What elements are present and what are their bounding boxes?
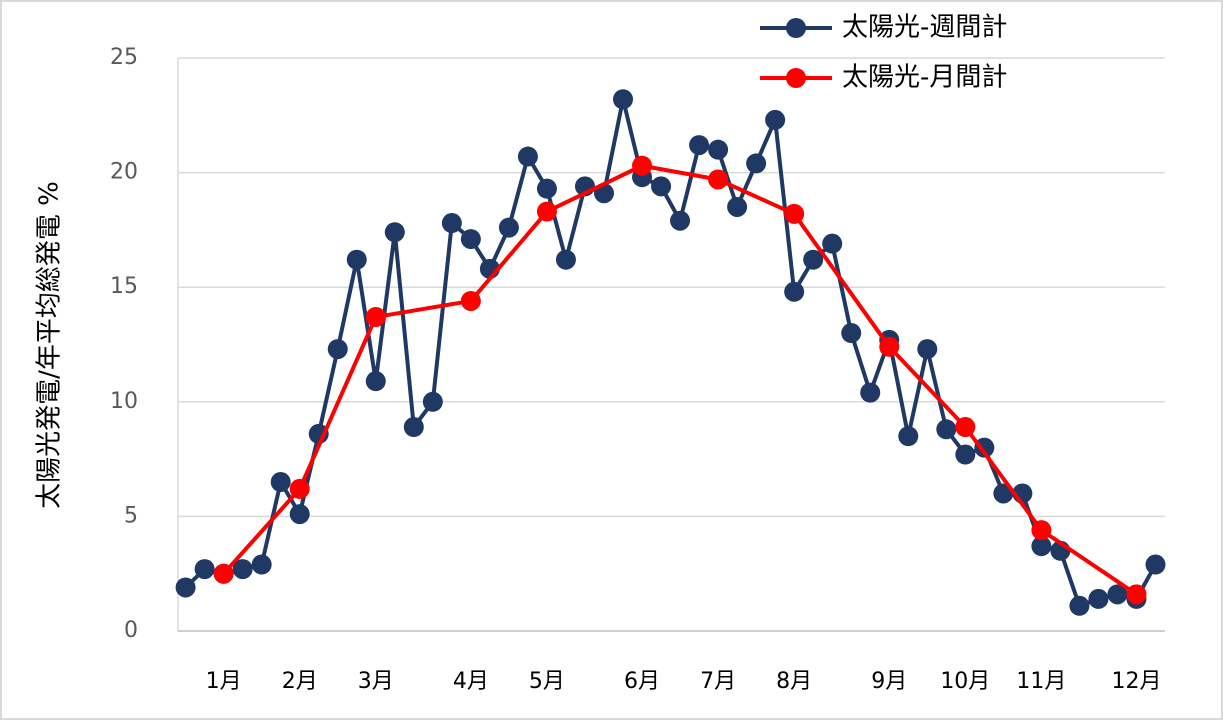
x-tick-label: 8月 — [776, 669, 812, 694]
series-line — [184, 97, 1158, 608]
x-tick-label: 7月 — [700, 669, 736, 694]
point — [251, 554, 272, 575]
point — [346, 249, 367, 270]
point — [632, 155, 653, 176]
point — [841, 323, 862, 344]
point — [536, 201, 557, 222]
x-tick-label: 5月 — [529, 669, 565, 694]
y-tick-label: 0 — [124, 618, 138, 643]
point — [1031, 520, 1052, 541]
point — [784, 203, 805, 224]
point — [232, 559, 253, 580]
point — [194, 559, 215, 580]
x-tick-label: 4月 — [453, 669, 489, 694]
point — [803, 249, 824, 270]
x-tick-label: 12月 — [1111, 669, 1161, 694]
point — [651, 176, 672, 197]
point — [555, 249, 576, 270]
x-tick-label: 1月 — [206, 669, 242, 694]
x-tick-label: 10月 — [940, 669, 990, 694]
y-tick-label: 5 — [124, 503, 138, 528]
y-tick-label: 20 — [110, 160, 138, 185]
point — [708, 139, 729, 160]
point — [860, 382, 881, 403]
point — [460, 229, 481, 250]
point — [422, 391, 443, 412]
x-tick-label: 11月 — [1016, 669, 1066, 694]
y-axis-label: 太陽光発電/年平均総発電 % — [35, 181, 65, 509]
x-tick-label: 3月 — [358, 669, 394, 694]
x-tick-label: 9月 — [871, 669, 907, 694]
point — [498, 217, 519, 238]
legend-marker — [786, 18, 806, 38]
point — [441, 213, 462, 234]
point — [765, 109, 786, 130]
point — [1031, 536, 1052, 557]
point — [974, 437, 995, 458]
point — [365, 371, 386, 392]
point — [289, 478, 310, 499]
point — [879, 336, 900, 357]
point — [1069, 595, 1090, 616]
point — [175, 577, 196, 598]
point — [670, 210, 691, 231]
point — [746, 153, 767, 174]
point — [213, 563, 234, 584]
point — [917, 339, 938, 360]
point — [403, 417, 424, 438]
y-tick-label: 25 — [110, 45, 138, 70]
point — [460, 290, 481, 311]
point — [270, 472, 291, 493]
point — [289, 504, 310, 525]
point — [1126, 584, 1147, 605]
x-tick-label: 6月 — [624, 669, 660, 694]
point — [517, 146, 538, 167]
x-tick-label: 2月 — [282, 669, 318, 694]
point — [1107, 584, 1128, 605]
point — [536, 178, 557, 199]
point — [708, 169, 729, 190]
point — [822, 233, 843, 254]
point — [955, 417, 976, 438]
legend-label: 太陽光-月間計 — [842, 63, 1007, 93]
point — [936, 419, 957, 440]
point — [784, 281, 805, 302]
y-tick-label: 10 — [110, 389, 138, 414]
point — [727, 196, 748, 217]
legend-marker — [786, 68, 806, 88]
point — [898, 426, 919, 447]
point — [384, 222, 405, 243]
point — [689, 135, 710, 156]
point — [365, 306, 386, 327]
point — [1145, 554, 1166, 575]
point — [327, 339, 348, 360]
series-line — [222, 163, 1138, 596]
legend-label: 太陽光-週間計 — [842, 13, 1007, 43]
point — [613, 89, 634, 110]
point — [955, 444, 976, 465]
point — [1088, 588, 1109, 609]
y-tick-label: 15 — [110, 274, 138, 299]
